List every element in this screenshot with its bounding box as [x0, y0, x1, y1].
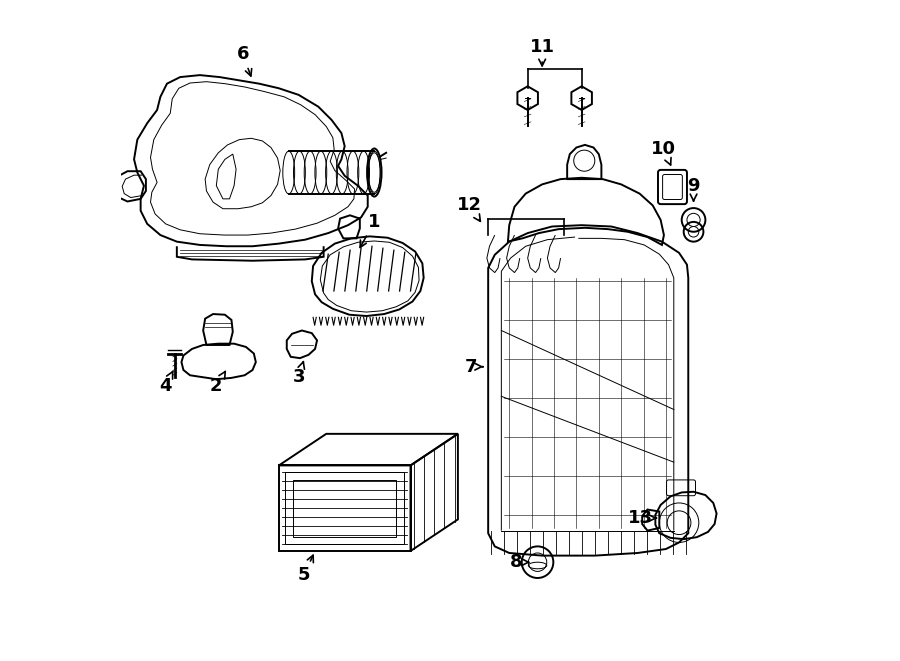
Text: 1: 1 — [360, 213, 381, 247]
Text: 8: 8 — [509, 553, 528, 571]
Text: 4: 4 — [158, 371, 173, 395]
Text: 13: 13 — [628, 509, 656, 527]
Text: 7: 7 — [464, 358, 483, 375]
Text: 6: 6 — [237, 45, 252, 76]
Text: 10: 10 — [652, 141, 677, 165]
Text: 5: 5 — [298, 555, 313, 584]
Bar — [285, 472, 404, 545]
Bar — [293, 480, 396, 537]
Text: 11: 11 — [530, 38, 554, 66]
Text: 2: 2 — [210, 371, 225, 395]
Text: 9: 9 — [688, 176, 700, 201]
Text: 12: 12 — [457, 196, 482, 221]
Text: 3: 3 — [292, 362, 305, 385]
